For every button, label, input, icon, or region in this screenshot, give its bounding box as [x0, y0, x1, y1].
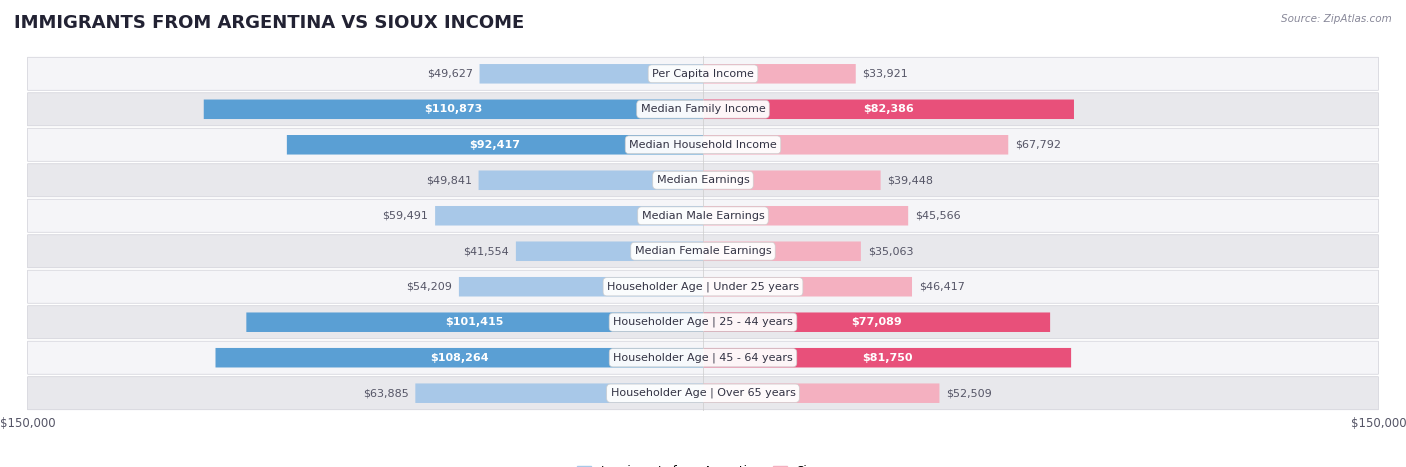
Legend: Immigrants from Argentina, Sioux: Immigrants from Argentina, Sioux	[572, 460, 834, 467]
FancyBboxPatch shape	[215, 348, 703, 368]
FancyBboxPatch shape	[28, 341, 1378, 374]
FancyBboxPatch shape	[28, 164, 1378, 197]
FancyBboxPatch shape	[458, 277, 703, 297]
Text: $77,089: $77,089	[851, 317, 901, 327]
Text: Median Household Income: Median Household Income	[628, 140, 778, 150]
FancyBboxPatch shape	[703, 383, 939, 403]
Text: $46,417: $46,417	[918, 282, 965, 292]
FancyBboxPatch shape	[28, 270, 1378, 303]
FancyBboxPatch shape	[478, 170, 703, 190]
Text: Median Female Earnings: Median Female Earnings	[634, 246, 772, 256]
FancyBboxPatch shape	[703, 312, 1050, 332]
Text: Per Capita Income: Per Capita Income	[652, 69, 754, 79]
FancyBboxPatch shape	[703, 99, 1074, 119]
FancyBboxPatch shape	[204, 99, 703, 119]
Text: $45,566: $45,566	[915, 211, 960, 221]
Text: Householder Age | Under 25 years: Householder Age | Under 25 years	[607, 282, 799, 292]
FancyBboxPatch shape	[246, 312, 703, 332]
Text: Median Male Earnings: Median Male Earnings	[641, 211, 765, 221]
FancyBboxPatch shape	[28, 377, 1378, 410]
Text: Householder Age | 45 - 64 years: Householder Age | 45 - 64 years	[613, 353, 793, 363]
Text: IMMIGRANTS FROM ARGENTINA VS SIOUX INCOME: IMMIGRANTS FROM ARGENTINA VS SIOUX INCOM…	[14, 14, 524, 32]
FancyBboxPatch shape	[28, 199, 1378, 232]
Text: Source: ZipAtlas.com: Source: ZipAtlas.com	[1281, 14, 1392, 24]
Text: $49,841: $49,841	[426, 175, 472, 185]
Text: $101,415: $101,415	[446, 317, 503, 327]
Text: $52,509: $52,509	[946, 388, 993, 398]
FancyBboxPatch shape	[703, 206, 908, 226]
FancyBboxPatch shape	[703, 64, 856, 84]
Text: $35,063: $35,063	[868, 246, 912, 256]
FancyBboxPatch shape	[703, 170, 880, 190]
FancyBboxPatch shape	[479, 64, 703, 84]
Text: $82,386: $82,386	[863, 104, 914, 114]
Text: $54,209: $54,209	[406, 282, 453, 292]
Text: $59,491: $59,491	[382, 211, 429, 221]
FancyBboxPatch shape	[703, 348, 1071, 368]
Text: $92,417: $92,417	[470, 140, 520, 150]
FancyBboxPatch shape	[28, 235, 1378, 268]
FancyBboxPatch shape	[516, 241, 703, 261]
Text: $63,885: $63,885	[363, 388, 409, 398]
Text: Median Family Income: Median Family Income	[641, 104, 765, 114]
Text: $41,554: $41,554	[464, 246, 509, 256]
FancyBboxPatch shape	[28, 306, 1378, 339]
FancyBboxPatch shape	[28, 128, 1378, 161]
Text: $81,750: $81,750	[862, 353, 912, 363]
FancyBboxPatch shape	[434, 206, 703, 226]
Text: Householder Age | Over 65 years: Householder Age | Over 65 years	[610, 388, 796, 398]
FancyBboxPatch shape	[703, 135, 1008, 155]
Text: $67,792: $67,792	[1015, 140, 1062, 150]
Text: $33,921: $33,921	[862, 69, 908, 79]
Text: $39,448: $39,448	[887, 175, 934, 185]
FancyBboxPatch shape	[415, 383, 703, 403]
Text: Householder Age | 25 - 44 years: Householder Age | 25 - 44 years	[613, 317, 793, 327]
Text: $49,627: $49,627	[427, 69, 472, 79]
FancyBboxPatch shape	[28, 57, 1378, 90]
FancyBboxPatch shape	[287, 135, 703, 155]
FancyBboxPatch shape	[28, 93, 1378, 126]
Text: Median Earnings: Median Earnings	[657, 175, 749, 185]
Text: $110,873: $110,873	[425, 104, 482, 114]
Text: $108,264: $108,264	[430, 353, 488, 363]
FancyBboxPatch shape	[703, 277, 912, 297]
FancyBboxPatch shape	[703, 241, 860, 261]
